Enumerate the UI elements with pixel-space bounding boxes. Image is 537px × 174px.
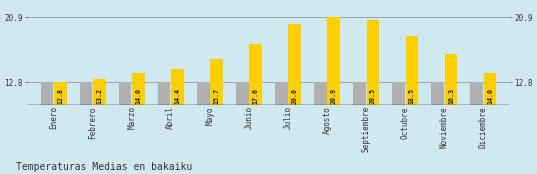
Text: 20.5: 20.5 [370, 88, 376, 104]
Text: 13.2: 13.2 [96, 88, 103, 104]
Bar [197, 82, 209, 105]
Text: Temperaturas Medias en bakaiku: Temperaturas Medias en bakaiku [16, 162, 192, 172]
Bar [132, 73, 144, 105]
Text: 15.7: 15.7 [214, 88, 220, 104]
Bar [431, 82, 444, 105]
Bar [353, 82, 366, 105]
Bar [470, 82, 483, 105]
Bar [484, 73, 496, 105]
Bar [211, 59, 223, 105]
Bar [275, 82, 288, 105]
Bar [367, 20, 379, 105]
Text: 20.9: 20.9 [331, 88, 337, 104]
Bar [119, 82, 132, 105]
Text: 14.0: 14.0 [487, 88, 493, 104]
Bar [54, 82, 67, 105]
Text: 18.5: 18.5 [409, 88, 415, 104]
Bar [405, 36, 418, 105]
Bar [314, 82, 326, 105]
Bar [328, 17, 340, 105]
Text: 20.0: 20.0 [292, 88, 297, 104]
Text: 12.8: 12.8 [57, 88, 63, 104]
Text: 16.3: 16.3 [448, 88, 454, 104]
Bar [288, 24, 301, 105]
Bar [158, 82, 170, 105]
Bar [236, 82, 249, 105]
Bar [171, 69, 184, 105]
Text: 14.4: 14.4 [175, 88, 180, 104]
Bar [445, 54, 457, 105]
Bar [249, 44, 262, 105]
Bar [80, 82, 92, 105]
Bar [41, 82, 53, 105]
Text: 14.0: 14.0 [135, 88, 141, 104]
Bar [393, 82, 405, 105]
Text: 17.6: 17.6 [252, 88, 259, 104]
Bar [93, 79, 106, 105]
